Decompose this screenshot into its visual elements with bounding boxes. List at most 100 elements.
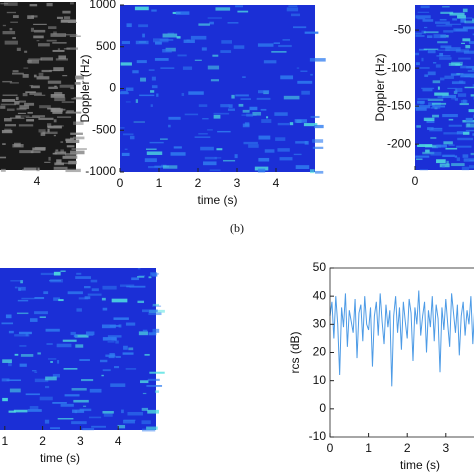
heatmap-texture (6, 379, 21, 382)
heatmap-texture (443, 141, 453, 145)
heatmap-texture (50, 279, 63, 283)
heatmap-texture (419, 67, 430, 69)
x-tick-label: 0 (117, 176, 124, 190)
heatmap-texture (44, 419, 50, 424)
heatmap-texture (421, 57, 424, 62)
heatmap-texture (432, 105, 446, 108)
heatmap-texture (15, 96, 19, 101)
heatmap-texture (47, 80, 62, 84)
heatmap-texture (121, 41, 130, 45)
heatmap-texture (309, 169, 315, 174)
heatmap-texture (70, 132, 83, 135)
heatmap-texture (0, 168, 6, 172)
panel: 0 -200 -150 -100 -50 Doppler (Hz) (373, 5, 474, 188)
heatmap-texture (70, 150, 85, 155)
heatmap-texture (62, 339, 77, 342)
heatmap-texture (56, 159, 62, 164)
heatmap-texture (12, 37, 16, 40)
x-tick-label: 1 (156, 176, 163, 190)
heatmap-texture (252, 112, 262, 116)
heatmap-texture (423, 117, 435, 121)
x-tick-label: 1 (365, 441, 372, 455)
y-tick-label: 40 (313, 288, 327, 302)
heatmap-texture (103, 413, 113, 417)
heatmap-texture (155, 41, 162, 45)
heatmap-texture (455, 49, 470, 53)
heatmap-texture (22, 169, 25, 171)
heatmap-texture (18, 287, 21, 291)
heatmap-texture (53, 31, 57, 35)
heatmap-texture (129, 135, 135, 140)
heatmap-texture (258, 135, 271, 140)
heatmap-texture (162, 49, 172, 53)
heatmap-texture (213, 112, 230, 115)
heatmap-texture (188, 91, 204, 95)
heatmap-texture (151, 76, 156, 81)
heatmap-texture (303, 123, 318, 127)
heatmap-texture (19, 150, 34, 154)
heatmap-texture (10, 21, 18, 23)
heatmap-texture (74, 410, 77, 414)
heatmap-texture (462, 26, 474, 30)
heatmap-texture (68, 160, 77, 165)
heatmap-texture (55, 58, 69, 61)
y-tick-label: -500 (92, 122, 116, 136)
heatmap-texture (107, 341, 115, 343)
heatmap-texture (451, 163, 465, 167)
heatmap-texture (425, 149, 430, 153)
heatmap-texture (159, 39, 174, 41)
heatmap-texture (441, 165, 445, 168)
heatmap-texture (177, 54, 187, 57)
heatmap-texture (71, 388, 87, 391)
heatmap-texture (46, 123, 52, 127)
heatmap-texture (415, 107, 427, 111)
heatmap-texture (445, 147, 458, 150)
heatmap-texture (33, 23, 47, 25)
y-tick-label: -50 (394, 22, 412, 36)
heatmap-texture (36, 76, 50, 80)
heatmap-texture (314, 124, 324, 129)
heatmap-texture (63, 16, 71, 20)
axes-box (329, 267, 474, 438)
heatmap-texture (0, 103, 16, 106)
heatmap-texture (26, 119, 35, 122)
heatmap-texture (283, 95, 300, 100)
heatmap-texture (66, 110, 74, 113)
heatmap-texture (256, 97, 271, 100)
heatmap-texture (138, 275, 146, 277)
heatmap-texture (202, 118, 209, 120)
heatmap-texture (310, 115, 320, 118)
heatmap-texture (300, 70, 308, 72)
heatmap-texture (453, 28, 468, 32)
y-tick-label: 1000 (89, 0, 116, 11)
heatmap-texture (38, 72, 44, 77)
heatmap-texture (198, 133, 208, 135)
heatmap-texture (434, 21, 450, 24)
heatmap-texture (8, 410, 16, 413)
heatmap-texture (456, 157, 461, 162)
heatmap-texture (29, 332, 32, 335)
heatmap-texture (266, 116, 269, 119)
heatmap-texture (150, 104, 153, 107)
heatmap-texture (88, 416, 102, 419)
heatmap-texture (290, 13, 301, 17)
heatmap-texture (17, 112, 26, 115)
heatmap-texture (53, 67, 64, 72)
heatmap-texture (152, 303, 160, 307)
heatmap-texture (149, 371, 165, 374)
heatmap-texture (243, 141, 258, 145)
heatmap-texture (34, 311, 48, 315)
heatmap-texture (183, 39, 195, 43)
heatmap-texture (141, 420, 151, 425)
heatmap-texture (462, 38, 471, 42)
heatmap-texture (18, 331, 32, 335)
heatmap-texture (455, 87, 463, 92)
heatmap-texture (160, 67, 175, 69)
heatmap-texture (43, 291, 49, 295)
heatmap-texture (437, 41, 448, 44)
heatmap-texture (137, 276, 145, 278)
heatmap-texture (89, 388, 102, 393)
heatmap-texture (301, 90, 310, 95)
heatmap-texture (30, 151, 41, 154)
heatmap-texture (120, 62, 132, 66)
